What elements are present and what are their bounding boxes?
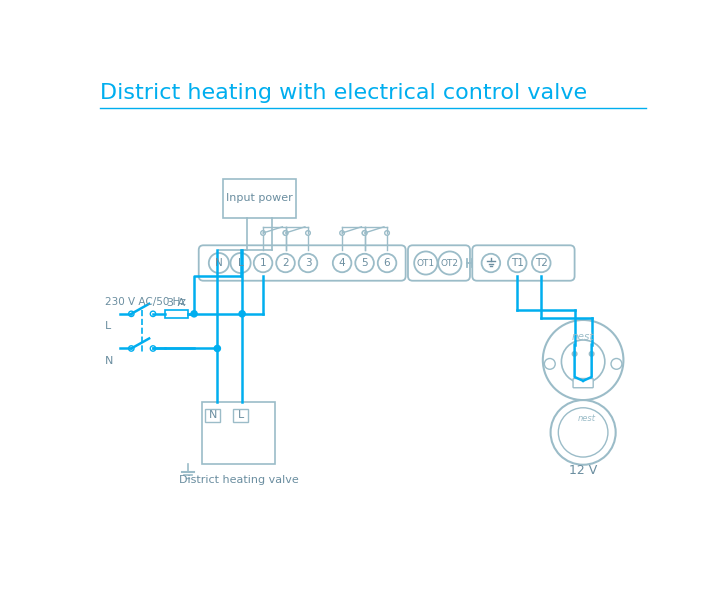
FancyBboxPatch shape [199,245,405,281]
FancyBboxPatch shape [233,409,248,422]
Circle shape [438,251,462,274]
Circle shape [384,230,389,235]
Text: 2: 2 [282,258,289,268]
Circle shape [340,230,344,235]
Circle shape [355,254,374,272]
Text: Input power: Input power [226,193,293,203]
Text: 12 V: 12 V [569,465,597,478]
Circle shape [129,311,134,317]
Circle shape [150,346,156,351]
Circle shape [214,345,221,352]
FancyBboxPatch shape [205,409,221,422]
Circle shape [254,254,272,272]
Text: N: N [208,410,217,421]
Text: 3 A: 3 A [167,298,186,308]
Circle shape [276,254,295,272]
Circle shape [590,352,594,356]
Text: 230 V AC/50 Hz: 230 V AC/50 Hz [105,297,186,307]
Text: 5: 5 [361,258,368,268]
Circle shape [191,311,197,317]
Circle shape [231,253,250,273]
Text: L: L [105,321,111,331]
Circle shape [298,254,317,272]
FancyBboxPatch shape [202,402,275,464]
Circle shape [283,230,288,235]
Text: nest: nest [578,414,596,423]
Text: OT2: OT2 [441,258,459,267]
FancyBboxPatch shape [408,245,470,281]
FancyBboxPatch shape [223,179,296,217]
Circle shape [414,251,438,274]
Circle shape [129,346,134,351]
Circle shape [532,254,550,272]
Circle shape [611,359,622,369]
Circle shape [363,230,367,235]
Circle shape [239,311,245,317]
Text: L: L [238,258,243,268]
Circle shape [333,254,352,272]
Text: 1: 1 [260,258,266,268]
Circle shape [543,320,623,400]
Circle shape [283,230,288,235]
Text: T1: T1 [511,258,523,268]
Text: N: N [105,356,114,366]
Text: 6: 6 [384,258,390,268]
Text: N: N [215,258,223,268]
Circle shape [150,311,156,317]
FancyBboxPatch shape [472,245,574,281]
Text: nest: nest [572,332,594,342]
Circle shape [550,400,616,465]
Text: District heating valve: District heating valve [179,475,298,485]
Text: 4: 4 [339,258,345,268]
Text: District heating with electrical control valve: District heating with electrical control… [100,83,587,103]
Circle shape [306,230,310,235]
Circle shape [209,253,229,273]
Circle shape [561,340,605,383]
Circle shape [558,407,608,457]
Circle shape [482,254,500,272]
Circle shape [378,254,396,272]
Circle shape [572,352,577,356]
Text: T2: T2 [535,258,547,268]
Text: 3: 3 [305,258,312,268]
Text: OT1: OT1 [416,258,435,267]
Circle shape [508,254,526,272]
Circle shape [545,359,555,369]
Circle shape [363,230,367,235]
FancyBboxPatch shape [165,310,188,318]
FancyBboxPatch shape [573,378,593,388]
Text: L: L [237,410,244,421]
Circle shape [261,230,266,235]
